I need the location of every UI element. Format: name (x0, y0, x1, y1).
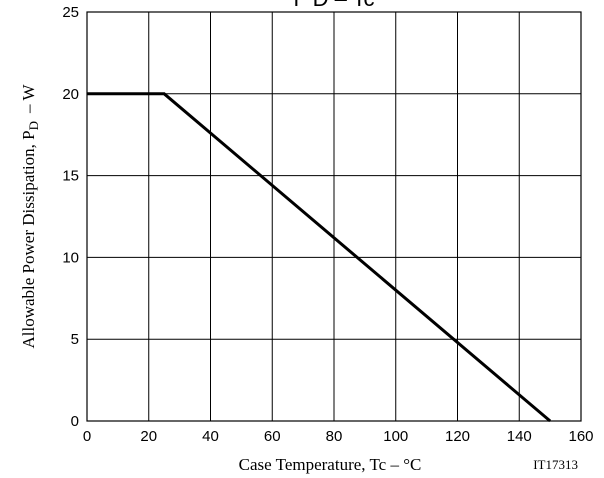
x-tick-label: 100 (383, 428, 408, 445)
chart-title: P D – Tc (293, 0, 374, 11)
x-tick-label: 60 (264, 428, 281, 445)
y-axis-title-unit: – W (19, 84, 38, 114)
y-tick-label: 15 (62, 168, 79, 185)
y-tick-label: 20 (62, 86, 79, 103)
grid (87, 12, 581, 421)
y-tick-label: 5 (71, 331, 79, 348)
y-tick-label: 0 (71, 413, 79, 430)
y-tick-label: 25 (62, 4, 79, 21)
y-axis-title-subscript: D (26, 121, 41, 130)
x-tick-label: 40 (202, 428, 219, 445)
plot-frame (86, 11, 582, 422)
y-axis-title: Allowable Power Dissipation, PD – W (19, 84, 41, 349)
y-tick-label: 10 (62, 249, 79, 266)
x-tick-label: 80 (326, 428, 343, 445)
x-axis-title: Case Temperature, Tc – °C (239, 455, 422, 474)
tick-labels: 0 20 40 60 80 100 120 140 160 0 5 10 15 20 25 (62, 4, 593, 445)
svg-text:Allowable Power Dissipation, P: Allowable Power Dissipation, PD – W (19, 84, 41, 349)
y-axis-title-main: Allowable Power Dissipation, P (19, 130, 38, 348)
figure-code: IT17313 (533, 457, 578, 472)
x-tick-label: 0 (83, 428, 91, 445)
x-tick-label: 120 (445, 428, 470, 445)
x-tick-label: 140 (507, 428, 532, 445)
x-tick-label: 20 (140, 428, 157, 445)
series-layer (87, 92, 552, 423)
x-tick-label: 160 (568, 428, 593, 445)
derating-curve (87, 92, 552, 423)
